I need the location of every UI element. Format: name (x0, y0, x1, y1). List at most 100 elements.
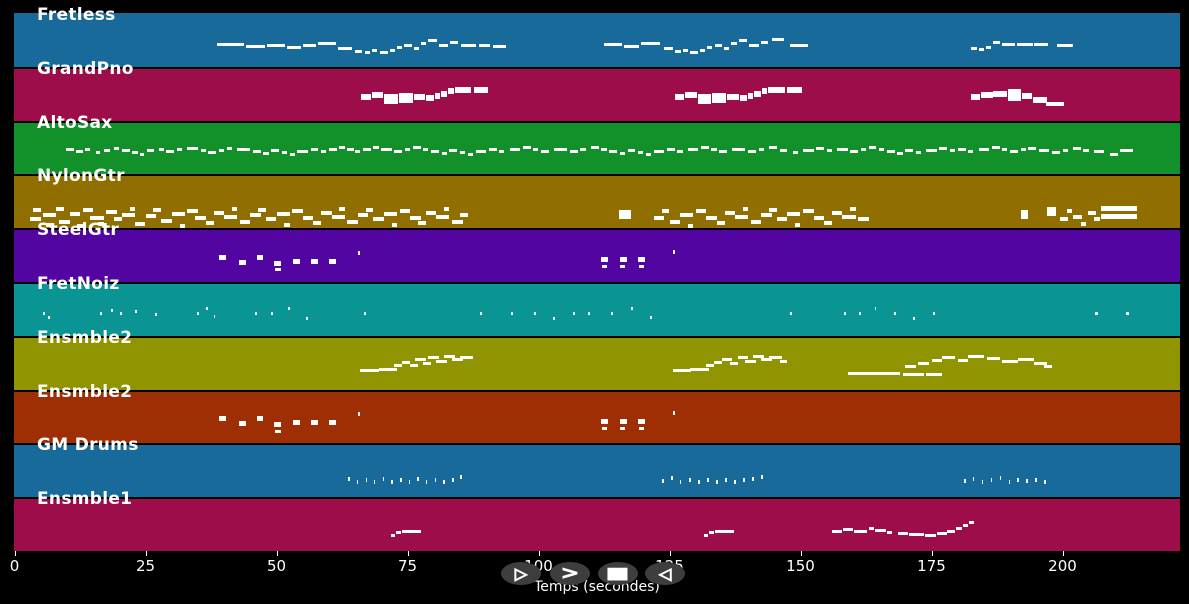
midi-note (383, 212, 397, 217)
midi-note (459, 213, 468, 218)
midi-note (981, 479, 984, 484)
midi-note (82, 207, 94, 212)
midi-note (415, 357, 426, 361)
midi-note (310, 147, 319, 151)
midi-note (213, 314, 216, 318)
midi-note (339, 206, 345, 211)
midi-note (448, 88, 454, 95)
midi-note (121, 213, 135, 218)
midi-note (488, 147, 497, 151)
midi-note (590, 145, 599, 149)
midi-note (769, 145, 777, 149)
midi-note (348, 476, 350, 481)
midi-note (695, 208, 707, 213)
midi-note (734, 479, 736, 484)
midi-note (716, 220, 725, 225)
track-band-1-grandpno (14, 66, 1180, 121)
midi-note (769, 355, 783, 359)
midi-note (129, 206, 135, 211)
midi-note (293, 420, 301, 426)
midi-note (1002, 359, 1018, 363)
midi-note (690, 367, 709, 371)
midi-note (475, 150, 487, 154)
midi-note (32, 207, 41, 212)
midi-note (216, 42, 244, 46)
midi-note (394, 150, 403, 154)
midi-note (30, 217, 41, 222)
midi-note (302, 43, 317, 47)
midi-note (48, 315, 50, 319)
rewind-button[interactable]: ◁ (645, 562, 685, 585)
midi-note (154, 313, 158, 317)
midi-note (1035, 477, 1037, 482)
midi-note (384, 98, 399, 105)
midi-note (238, 259, 246, 265)
midi-note (661, 208, 670, 213)
midi-note (638, 151, 644, 155)
midi-note (587, 312, 590, 316)
midi-note (677, 150, 683, 154)
x-axis-tick (931, 551, 933, 556)
midi-note (1020, 209, 1029, 219)
midi-note (993, 90, 1007, 97)
midi-note (619, 152, 625, 156)
midi-note (85, 147, 91, 151)
midi-note (768, 87, 785, 94)
x-axis-tick (669, 551, 671, 556)
midi-note (311, 420, 318, 426)
midi-note (553, 317, 556, 321)
midi-note (706, 364, 715, 368)
midi-note (444, 354, 455, 358)
midi-note (624, 44, 640, 48)
midi-note (999, 475, 1002, 480)
midi-note (281, 151, 287, 155)
midi-note (355, 150, 361, 154)
midi-note (743, 477, 745, 482)
midi-note (171, 212, 185, 217)
midi-note (541, 150, 549, 154)
midi-note (371, 91, 384, 98)
midi-note (1020, 147, 1026, 151)
midi-note (371, 49, 378, 53)
midi-note (986, 356, 1000, 360)
midi-note (803, 208, 814, 213)
midi-note (274, 422, 281, 428)
midi-note (753, 354, 764, 358)
play-button[interactable]: ▷ (501, 562, 541, 585)
midi-note (187, 208, 198, 213)
midi-note (1087, 210, 1096, 215)
midi-note (902, 372, 924, 376)
midi-note (761, 357, 772, 361)
midi-note (391, 534, 396, 538)
midi-note (413, 47, 420, 50)
midi-note (638, 257, 645, 263)
midi-note (1093, 217, 1101, 222)
midi-note (679, 213, 694, 218)
midi-note (860, 147, 866, 151)
midi-note (956, 526, 963, 530)
midi-note (711, 147, 717, 151)
midi-note (918, 362, 929, 366)
midi-note (533, 147, 539, 151)
midi-note (1100, 206, 1138, 212)
rewind-icon: ◁ (658, 563, 672, 583)
midi-note (1033, 362, 1047, 366)
midi-note (434, 477, 437, 482)
midi-note (931, 358, 942, 362)
midi-note (1083, 149, 1089, 153)
x-axis-tick (14, 551, 16, 556)
midi-note (205, 220, 214, 225)
midi-note (673, 368, 692, 372)
midi-note (698, 479, 700, 484)
midi-note (1080, 221, 1087, 226)
fast-forward-button[interactable]: > (550, 562, 590, 585)
midi-note (724, 210, 735, 215)
midi-note (103, 149, 111, 153)
stop-button[interactable]: ■ (598, 562, 638, 585)
midi-note (42, 312, 45, 316)
midi-note (913, 317, 916, 321)
midi-note (311, 258, 318, 264)
midi-note (99, 312, 102, 316)
track-band-7-ensmble2 (14, 389, 1180, 444)
midi-note (522, 145, 531, 149)
